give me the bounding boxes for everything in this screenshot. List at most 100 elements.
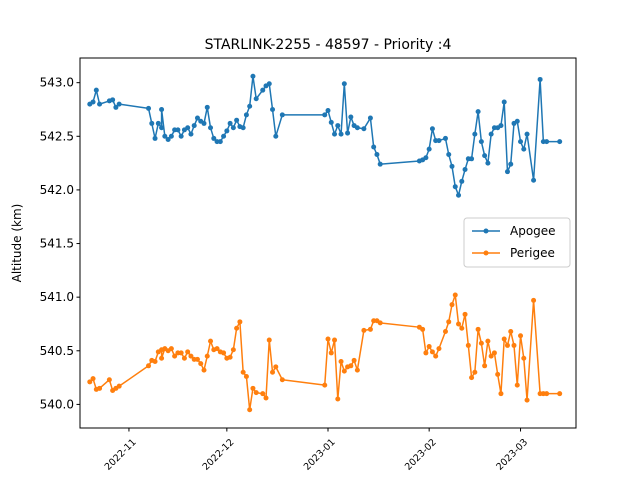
data-point-apogee — [194, 115, 200, 121]
data-point-perigee — [498, 391, 504, 397]
data-point-apogee — [332, 131, 338, 137]
data-point-apogee — [452, 184, 458, 190]
data-point-perigee — [260, 391, 266, 397]
data-point-perigee — [97, 385, 103, 391]
data-point-perigee — [521, 355, 527, 361]
data-point-perigee — [227, 354, 233, 360]
data-point-perigee — [188, 353, 194, 359]
data-point-perigee — [491, 350, 497, 356]
data-point-apogee — [436, 138, 442, 144]
data-point-perigee — [247, 407, 253, 413]
data-point-perigee — [508, 328, 514, 334]
data-point-perigee — [178, 350, 184, 356]
data-point-perigee — [201, 367, 207, 373]
data-point-perigee — [472, 369, 478, 375]
data-point-apogee — [374, 152, 380, 158]
data-point-perigee — [243, 374, 249, 380]
y-tick-label: 540.5 — [40, 344, 74, 358]
data-point-apogee — [478, 139, 484, 145]
data-point-perigee — [544, 391, 550, 397]
data-point-perigee — [459, 325, 465, 331]
data-point-apogee — [93, 87, 99, 93]
data-point-apogee — [501, 99, 507, 105]
data-point-perigee — [426, 343, 432, 349]
data-point-apogee — [230, 125, 236, 131]
legend-marker-perigee — [483, 250, 489, 256]
data-point-apogee — [191, 123, 197, 129]
data-point-perigee — [172, 353, 178, 359]
y-tick-label: 542.0 — [40, 183, 74, 197]
data-point-perigee — [456, 321, 462, 327]
data-point-apogee — [273, 133, 279, 139]
data-point-apogee — [459, 178, 465, 184]
data-point-apogee — [322, 112, 328, 118]
data-point-apogee — [475, 109, 481, 115]
data-point-apogee — [234, 117, 240, 123]
chart-title: STARLINK-2255 - 48597 - Priority :4 — [205, 37, 452, 53]
data-point-perigee — [518, 333, 524, 339]
data-point-perigee — [273, 364, 279, 370]
data-point-apogee — [361, 126, 367, 132]
data-point-perigee — [524, 397, 530, 403]
data-point-perigee — [478, 340, 484, 346]
data-point-perigee — [348, 363, 354, 369]
data-point-apogee — [472, 131, 478, 137]
data-point-perigee — [495, 371, 501, 377]
data-point-apogee — [557, 139, 563, 145]
data-point-apogee — [371, 144, 377, 150]
data-point-perigee — [146, 363, 152, 369]
data-point-apogee — [201, 120, 207, 126]
data-point-apogee — [224, 128, 230, 134]
data-point-apogee — [185, 125, 191, 131]
data-point-apogee — [367, 115, 373, 121]
data-point-apogee — [524, 131, 530, 137]
data-point-apogee — [456, 192, 462, 198]
data-point-apogee — [518, 139, 524, 145]
data-point-apogee — [482, 153, 488, 159]
data-point-perigee — [511, 342, 517, 348]
data-point-perigee — [266, 337, 272, 343]
y-tick-label: 542.5 — [40, 129, 74, 143]
data-point-perigee — [338, 359, 344, 365]
data-point-perigee — [90, 376, 96, 382]
data-point-apogee — [345, 130, 351, 136]
data-point-perigee — [185, 349, 191, 355]
data-point-apogee — [159, 106, 165, 112]
data-point-apogee — [266, 81, 272, 87]
data-point-apogee — [504, 169, 510, 175]
data-point-perigee — [152, 359, 158, 365]
data-point-perigee — [325, 336, 331, 342]
data-point-apogee — [227, 120, 233, 126]
data-point-apogee — [462, 167, 468, 173]
data-point-perigee — [240, 369, 246, 375]
series-perigee — [87, 292, 563, 413]
data-point-perigee — [469, 375, 475, 381]
data-point-apogee — [508, 161, 514, 167]
data-point-perigee — [446, 319, 452, 325]
data-point-apogee — [260, 87, 266, 93]
data-point-apogee — [488, 131, 494, 137]
data-point-perigee — [341, 368, 347, 374]
data-point-perigee — [230, 347, 236, 353]
data-point-apogee — [178, 133, 184, 139]
data-point-perigee — [181, 355, 187, 361]
data-point-apogee — [498, 123, 504, 129]
y-tick-label: 540.0 — [40, 397, 74, 411]
data-point-perigee — [557, 391, 563, 397]
y-tick-label: 543.0 — [40, 76, 74, 90]
data-point-perigee — [263, 395, 269, 401]
data-point-perigee — [354, 367, 360, 373]
legend: Apogee Perigee — [463, 217, 571, 268]
data-point-apogee — [152, 135, 158, 141]
data-point-perigee — [462, 311, 468, 317]
data-point-perigee — [475, 326, 481, 332]
data-point-apogee — [146, 105, 152, 111]
data-point-apogee — [335, 123, 341, 129]
data-point-apogee — [348, 114, 354, 120]
data-point-apogee — [240, 125, 246, 131]
data-point-apogee — [97, 101, 103, 107]
series-apogee — [87, 73, 563, 198]
data-point-perigee — [420, 326, 426, 332]
data-point-apogee — [110, 97, 116, 103]
data-point-perigee — [332, 337, 338, 343]
